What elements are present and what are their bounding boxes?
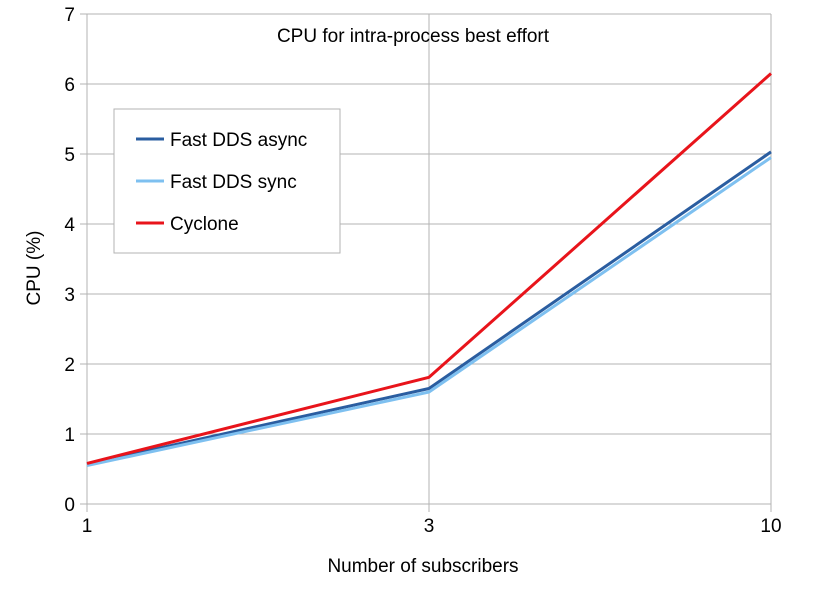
legend: Fast DDS async Fast DDS sync Cyclone (113, 108, 341, 254)
y-tick-label: 3 (64, 285, 75, 306)
series-line-1 (86, 156, 772, 467)
x-tick-label: 3 (424, 516, 435, 537)
y-axis-label: CPU (%) (24, 231, 45, 306)
y-tick-label: 5 (64, 145, 75, 166)
series-line-2 (86, 72, 772, 465)
y-tick-label: 1 (64, 425, 75, 446)
series-line-0 (86, 150, 772, 466)
legend-label: Fast DDS sync (170, 172, 297, 193)
legend-label: Fast DDS async (170, 130, 307, 151)
y-tick-label: 6 (64, 75, 75, 96)
x-tick-label: 1 (82, 516, 93, 537)
y-tick-label: 7 (64, 5, 75, 26)
x-tick-label: 10 (760, 516, 781, 537)
x-axis-label: Number of subscribers (327, 556, 518, 577)
y-tick-label: 4 (64, 215, 75, 236)
grid (86, 13, 772, 505)
y-tick-label: 0 (64, 495, 75, 516)
y-tick-label: 2 (64, 355, 75, 376)
chart-title: CPU for intra-process best effort (277, 26, 550, 47)
legend-label: Cyclone (170, 214, 239, 235)
series-lines (86, 72, 772, 467)
